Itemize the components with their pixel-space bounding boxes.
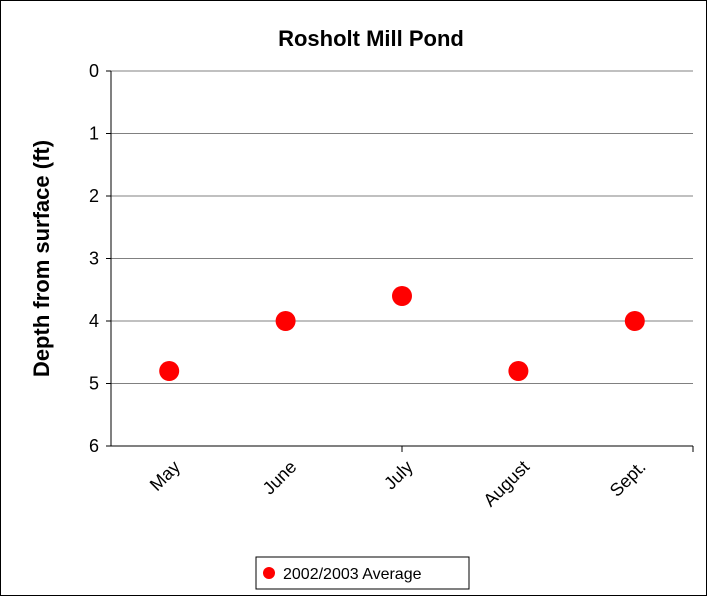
x-tick-label-july: July (380, 457, 417, 494)
y-tick-label-3: 3 (89, 249, 99, 269)
y-tick-label-6: 6 (89, 436, 99, 456)
legend-label: 2002/2003 Average (283, 566, 422, 583)
y-tick-label-0: 0 (89, 61, 99, 81)
data-point-may (159, 361, 180, 381)
y-tick-label-1: 1 (89, 124, 99, 144)
x-tick-label-august: August (479, 457, 533, 511)
y-tick-label-4: 4 (89, 311, 99, 331)
y-axis-label: Depth from surface (ft) (29, 140, 54, 377)
x-tick-label-sept: Sept. (606, 457, 650, 501)
y-tick-label-2: 2 (89, 186, 99, 206)
x-tick-label-may: May (146, 457, 184, 495)
legend: 2002/2003 Average (255, 556, 470, 590)
data-point-august (508, 361, 529, 381)
gridlines (111, 70, 693, 384)
data-points (159, 286, 645, 381)
data-point-june (275, 311, 296, 331)
legend-box (255, 556, 470, 590)
data-point-sept (624, 311, 645, 331)
legend-marker (263, 567, 275, 579)
data-point-july (392, 286, 412, 306)
chart-title: Rosholt Mill Pond (278, 26, 464, 51)
x-tick-label-june: June (259, 457, 301, 499)
y-tick-label-5: 5 (89, 374, 99, 394)
tick-labels: 0 1 2 3 4 5 6 May June July August Sept. (89, 61, 650, 510)
axes (106, 70, 694, 452)
